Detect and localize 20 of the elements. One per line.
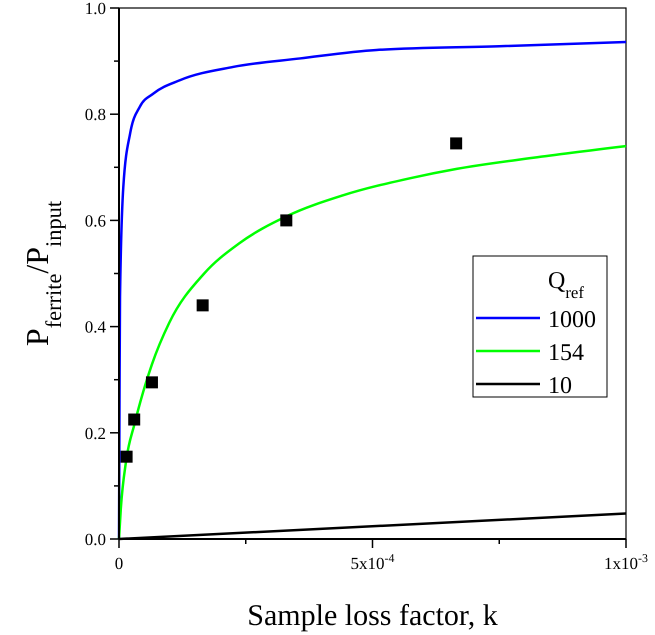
y-tick-label: 0.6 [84, 211, 106, 230]
y-tick-label: 0.8 [84, 105, 106, 124]
legend-label: 154 [548, 340, 584, 366]
legend-title: Q$_{ref}$ [548, 268, 584, 302]
point [128, 414, 140, 426]
legend-label: 10 [548, 373, 572, 399]
y-tick-label: 0.0 [84, 530, 106, 549]
point [450, 137, 462, 150]
legend-label: 1000 [548, 307, 596, 333]
point [146, 376, 158, 388]
x-tick-label: 5x10$^{-4}$ [350, 551, 395, 573]
x-tick-label: 1x10$^{-3}$ [604, 551, 648, 573]
point [120, 450, 133, 463]
y-tick-label: 0.2 [84, 424, 106, 443]
point [280, 214, 292, 226]
x-axis-title: Sample loss factor, k [247, 599, 498, 632]
point [196, 299, 209, 312]
x-tick-label: 0 [114, 554, 124, 573]
y-tick-label: 1.0 [84, 0, 106, 18]
y-tick-label: 0.4 [84, 318, 106, 337]
